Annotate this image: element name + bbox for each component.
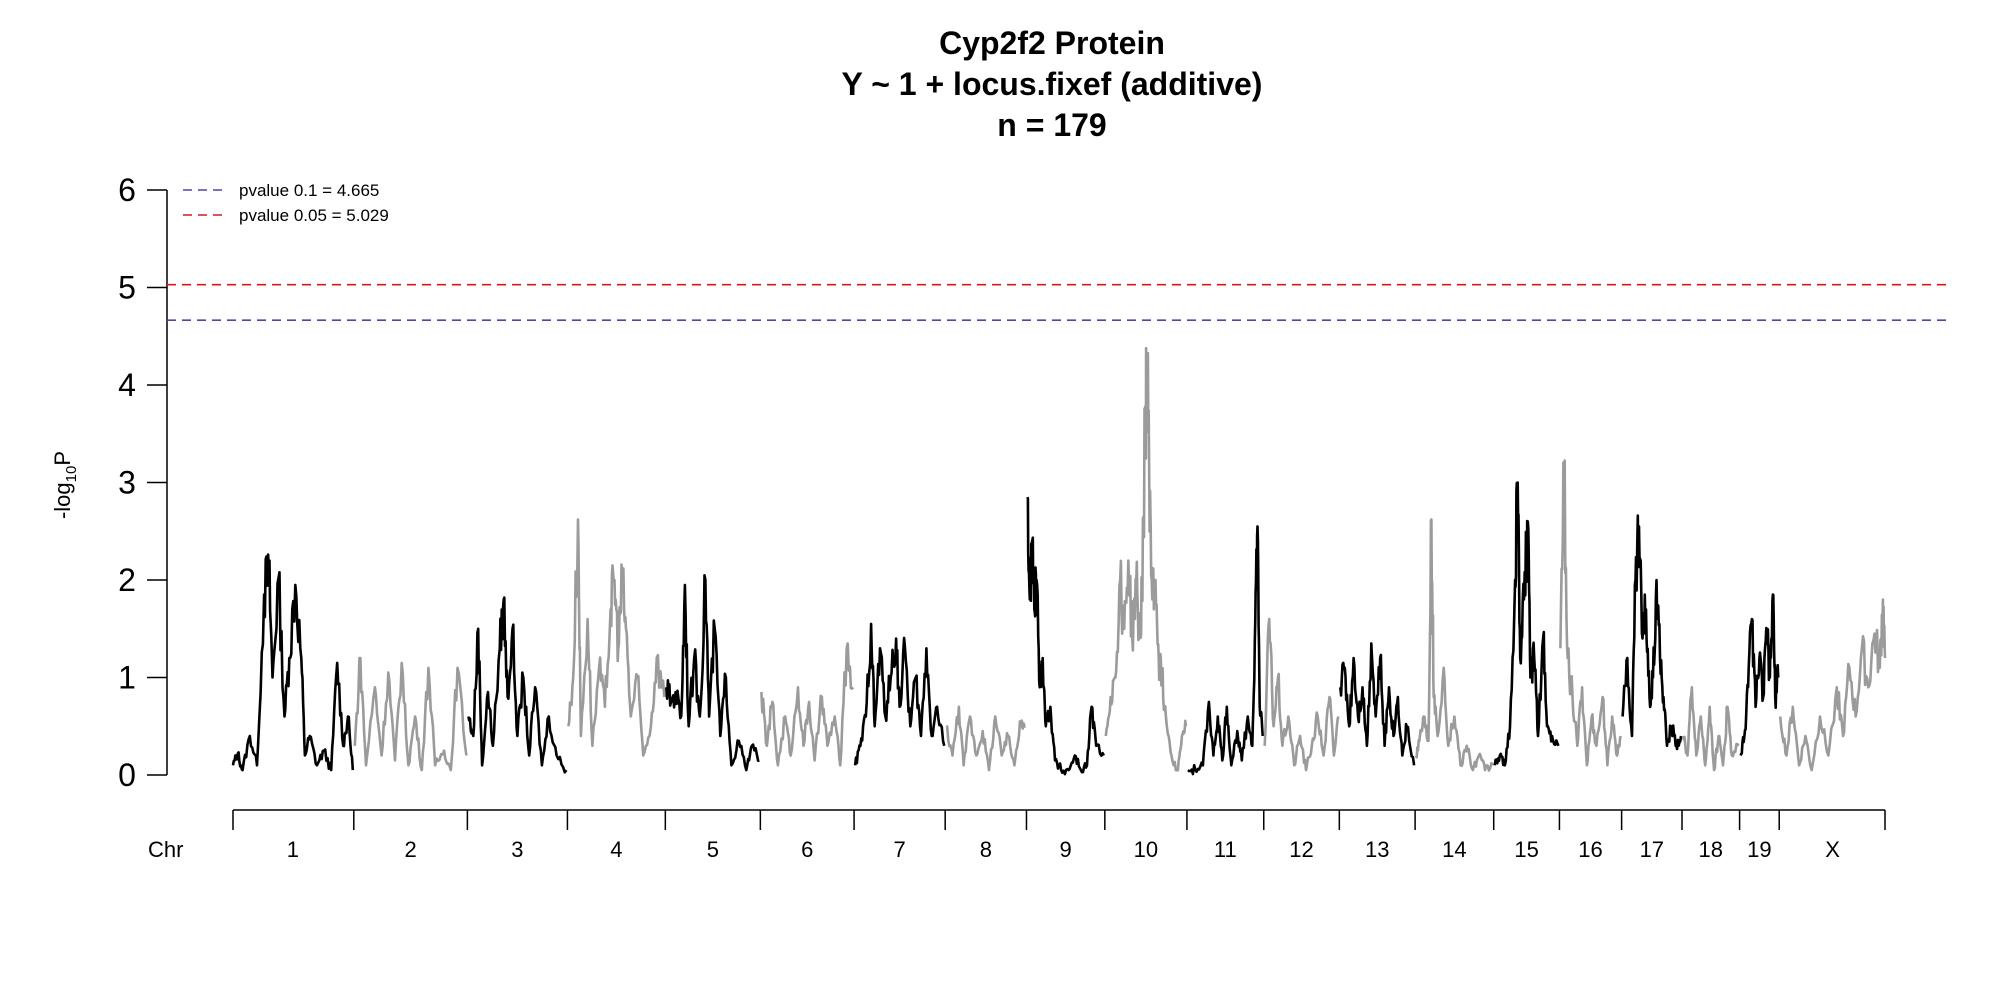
chr-13-curve bbox=[1339, 642, 1416, 766]
chr-tick-label: 11 bbox=[1214, 837, 1237, 862]
chr-tick-label: 7 bbox=[894, 837, 906, 862]
chr-tick-label: 16 bbox=[1578, 837, 1602, 862]
chr-1-curve bbox=[231, 553, 355, 772]
lod-curves bbox=[231, 346, 1887, 776]
chr-18-curve bbox=[1681, 686, 1740, 772]
title-line-1: Cyp2f2 Protein bbox=[939, 25, 1165, 61]
y-tick-label: 3 bbox=[118, 465, 136, 501]
y-tick-label: 5 bbox=[118, 270, 136, 306]
chr-10-curve bbox=[1104, 346, 1188, 772]
chart-title: Cyp2f2 Protein Y ~ 1 + locus.fixef (addi… bbox=[842, 25, 1263, 143]
y-tick-label: 2 bbox=[118, 562, 136, 598]
chr-2-curve bbox=[353, 656, 468, 772]
legend-entry: pvalue 0.05 = 5.029 bbox=[239, 206, 389, 225]
chr-6-curve bbox=[760, 642, 855, 767]
chr-16-curve bbox=[1559, 459, 1622, 767]
chr-tick-label: 10 bbox=[1134, 837, 1158, 862]
chr-9-curve bbox=[1026, 496, 1105, 776]
chr-tick-label: 18 bbox=[1699, 837, 1723, 862]
chr-4-curve bbox=[567, 518, 666, 757]
chr-tick-label: 14 bbox=[1442, 837, 1466, 862]
chr-tick-label: 6 bbox=[801, 837, 813, 862]
chr-15-curve bbox=[1493, 481, 1560, 767]
chr-14-curve bbox=[1414, 518, 1494, 772]
chr-tick-label: 13 bbox=[1365, 837, 1389, 862]
chr-tick-label: X bbox=[1825, 837, 1840, 862]
y-tick-label: 6 bbox=[118, 172, 136, 208]
chr-tick-label: 5 bbox=[707, 837, 719, 862]
chr-11-curve bbox=[1187, 525, 1264, 776]
chr-tick-label: 1 bbox=[287, 837, 299, 862]
chromosome-axis: 1 2 3 4 5 6 7 8 9 10 11 12 13 14 15 16 17 18 19 X bbox=[232, 809, 1886, 862]
chr-tick-label: 8 bbox=[980, 837, 992, 862]
chr-tick-label: 17 bbox=[1640, 837, 1664, 862]
legend: pvalue 0.1 = 4.665 pvalue 0.05 = 5.029 bbox=[183, 181, 389, 225]
y-axis: 0 1 2 3 4 5 6 bbox=[118, 172, 168, 793]
chr-tick-label: 15 bbox=[1514, 837, 1538, 862]
title-line-2: Y ~ 1 + locus.fixef (additive) bbox=[842, 66, 1263, 102]
y-tick-label: 0 bbox=[118, 757, 136, 793]
chr-3-curve bbox=[467, 596, 568, 774]
chr-tick-label: 2 bbox=[404, 837, 416, 862]
chr-tick-label: 9 bbox=[1060, 837, 1072, 862]
chr-tick-label: 4 bbox=[610, 837, 622, 862]
y-tick-label: 1 bbox=[118, 660, 136, 696]
chr-tick-label: 19 bbox=[1747, 837, 1771, 862]
chr-7-curve bbox=[853, 622, 946, 766]
y-tick-label: 4 bbox=[118, 367, 136, 403]
x-axis-label: Chr bbox=[148, 837, 183, 862]
chr-8-curve bbox=[945, 705, 1026, 772]
chr-19-curve bbox=[1739, 593, 1780, 756]
title-line-3: n = 179 bbox=[997, 107, 1106, 143]
legend-entry: pvalue 0.1 = 4.665 bbox=[239, 181, 379, 200]
chr-17-curve bbox=[1621, 514, 1683, 751]
chr-tick-label: 12 bbox=[1289, 837, 1313, 862]
threshold-lines bbox=[167, 283, 1950, 321]
chr-tick-label: 3 bbox=[511, 837, 523, 862]
y-axis-label: -log10P bbox=[50, 451, 80, 519]
chr-12-curve bbox=[1263, 617, 1340, 772]
chr-5-curve bbox=[665, 574, 760, 772]
chr-X-curve bbox=[1778, 598, 1887, 772]
